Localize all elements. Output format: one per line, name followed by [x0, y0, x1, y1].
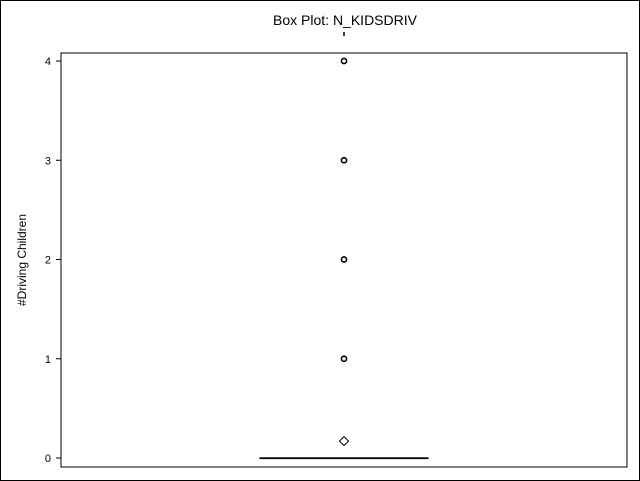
- plot-area: [60, 52, 628, 468]
- mean-marker: [338, 435, 350, 447]
- y-tick-label: 1: [45, 354, 51, 366]
- y-tick-label: 2: [45, 255, 51, 267]
- y-axis: 0 1 2 3 4: [45, 56, 61, 465]
- outlier-point: [340, 355, 348, 363]
- y-tick-label: 0: [45, 453, 51, 465]
- outlier-point: [340, 256, 348, 263]
- y-tick-label: 4: [45, 56, 51, 68]
- chart-title: Box Plot: N_KIDSDRIV: [273, 12, 418, 28]
- box-plot-marks: [259, 32, 429, 460]
- y-tick-label: 3: [45, 155, 51, 167]
- outlier-point: [340, 57, 348, 65]
- outlier-point: [340, 156, 348, 164]
- y-axis-label: #Driving Children: [15, 214, 29, 306]
